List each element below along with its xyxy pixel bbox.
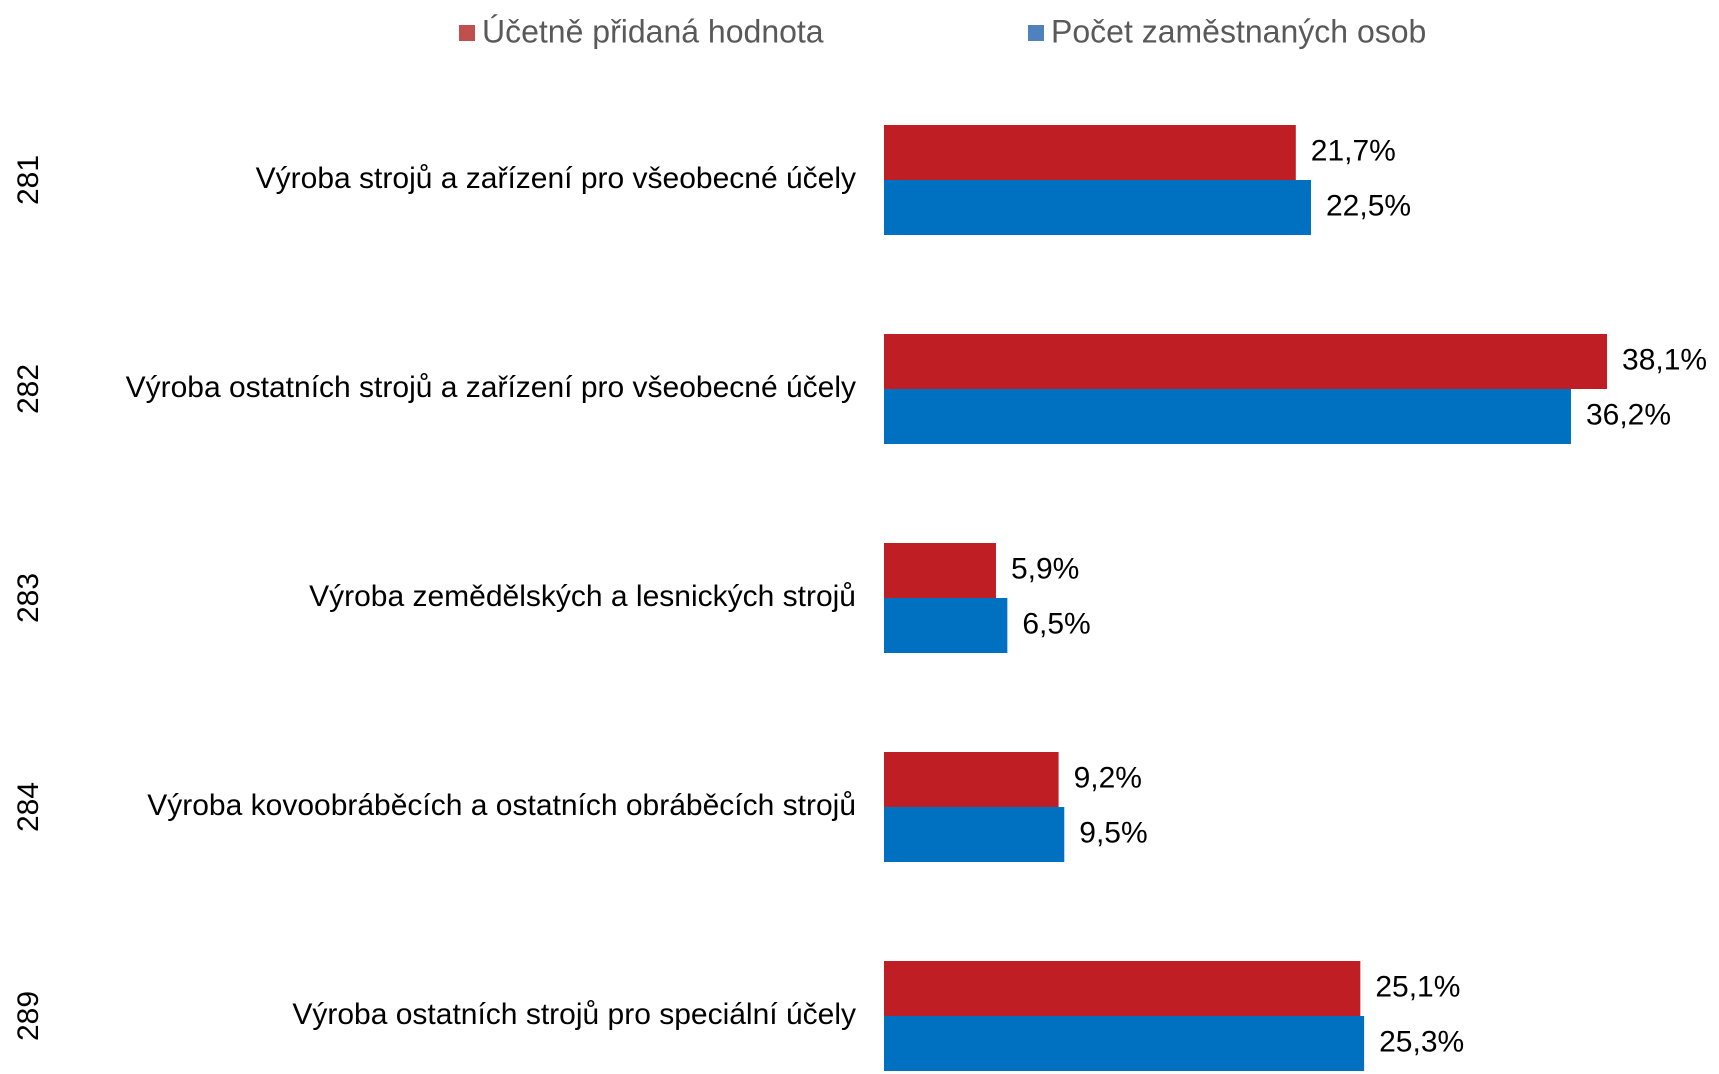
category-label: Výroba zemědělských a lesnických strojů (309, 580, 856, 613)
legend-swatch (459, 25, 475, 41)
category-label: Výroba ostatních strojů a zařízení pro v… (126, 371, 856, 404)
category-label: Výroba ostatních strojů pro speciální úč… (292, 998, 856, 1031)
bar (884, 180, 1311, 235)
bar (884, 389, 1571, 444)
legend-swatch (1028, 25, 1044, 41)
category-code: 289 (12, 991, 45, 1041)
category-code: 284 (12, 782, 45, 832)
value-label: 38,1% (1622, 343, 1707, 376)
bar (884, 598, 1008, 653)
bar (884, 807, 1065, 862)
value-label: 22,5% (1326, 189, 1411, 222)
value-label: 21,7% (1311, 134, 1396, 167)
bar (884, 543, 996, 598)
legend-label: Účetně přidaná hodnota (482, 13, 824, 49)
bar (884, 752, 1059, 807)
category-label: Výroba strojů a zařízení pro všeobecné ú… (256, 162, 856, 195)
category-code: 282 (12, 364, 45, 414)
legend-label: Počet zaměstnaných osob (1051, 13, 1426, 49)
value-label: 36,2% (1586, 398, 1671, 431)
value-label: 6,5% (1022, 607, 1090, 640)
bar (884, 125, 1296, 180)
value-label: 25,1% (1375, 970, 1460, 1003)
category-code: 281 (12, 155, 45, 205)
category-label: Výroba kovoobráběcích a ostatních obrábě… (147, 789, 856, 822)
bar (884, 961, 1361, 1016)
value-label: 5,9% (1011, 552, 1079, 585)
bar (884, 334, 1608, 389)
bar (884, 1016, 1365, 1071)
value-label: 9,2% (1074, 761, 1142, 794)
value-label: 25,3% (1379, 1025, 1464, 1058)
value-label: 9,5% (1079, 816, 1147, 849)
category-code: 283 (12, 573, 45, 623)
